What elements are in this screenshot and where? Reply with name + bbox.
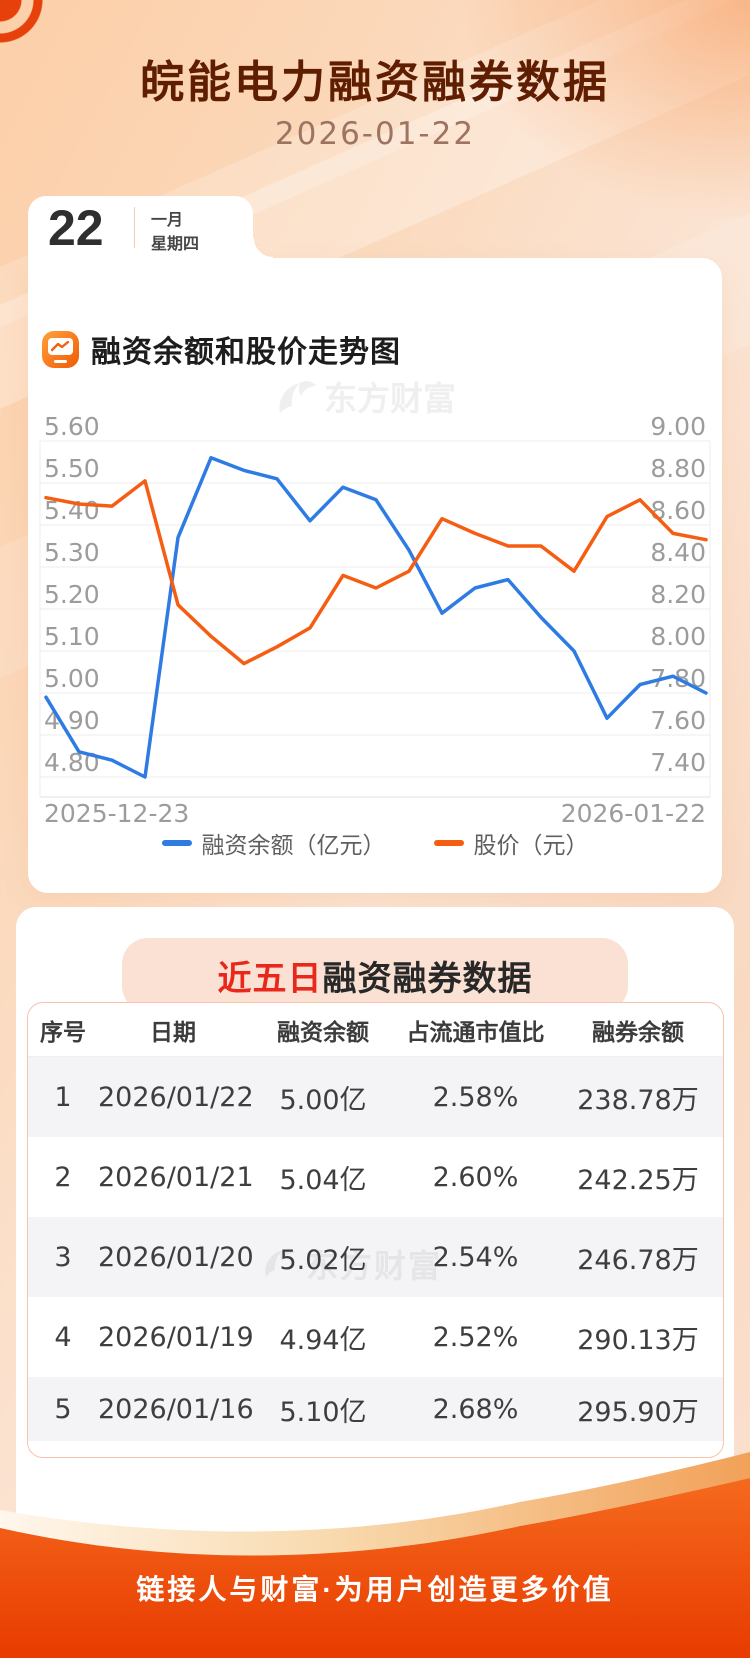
table-row: 2 2026/01/21 5.04亿 2.60% 242.25万 <box>54 1161 699 1196</box>
svg-text:5.10: 5.10 <box>44 622 100 651</box>
eastmoney-watermark: 东方财富 <box>260 1241 442 1287</box>
svg-text:7.40: 7.40 <box>650 748 706 777</box>
svg-text:9.00: 9.00 <box>650 412 706 441</box>
col-header-rzye: 融资余额 <box>277 1018 369 1045</box>
col-header-seq: 序号 <box>40 1018 86 1045</box>
svg-text:5.50: 5.50 <box>44 454 100 483</box>
calendar-corner-fillet <box>253 238 273 258</box>
svg-text:7.60: 7.60 <box>650 706 706 735</box>
legend-item-stock-price: 股价（元） <box>433 826 589 860</box>
top-right-glow <box>450 0 750 230</box>
eastmoney-logo-icon <box>265 1249 296 1278</box>
banner-rest: 融资融券数据 <box>322 959 533 998</box>
svg-text:8.00: 8.00 <box>650 622 706 651</box>
svg-text:5.00: 5.00 <box>44 664 100 693</box>
footer-slogan: 链接人与财富·为用户创造更多价值 <box>136 1574 614 1605</box>
table-section-banner: 近五日 融资融券数据 <box>122 938 628 1012</box>
page-title: 皖能电力融资融券数据 <box>140 58 610 107</box>
table-header-row: 序号 日期 融资余额 占流通市值比 融券余额 <box>28 1003 723 1057</box>
table-row: 4 2026/01/19 4.94亿 2.52% 290.13万 <box>54 1321 699 1356</box>
calendar-divider <box>134 207 135 248</box>
svg-text:5.20: 5.20 <box>44 580 100 609</box>
col-header-ratio: 占流通市值比 <box>406 1018 545 1045</box>
svg-text:5.30: 5.30 <box>44 538 100 567</box>
trend-chart: 5.60 9.00 5.50 8.80 5.40 8.60 5.30 8.40 5.20 8.20… <box>36 372 714 847</box>
table-card: 近五日 融资融券数据 序号 日期 融资余额 占流通市值比 融券余额 1 2026/… <box>16 907 734 1570</box>
legend-item-margin-balance: 融资余额（亿元） <box>161 826 386 860</box>
legend-label: 股价（元） <box>473 832 589 858</box>
trend-chart-icon <box>42 330 79 368</box>
calendar-day: 22 <box>48 200 104 256</box>
svg-text:8.20: 8.20 <box>650 580 706 609</box>
table-row: 1 2026/01/22 5.00亿 2.58% 238.78万 <box>28 1057 723 1137</box>
legend-swatch-orange <box>433 840 464 846</box>
calendar-card: 22 一月 星期四 <box>28 196 253 259</box>
legend-label: 融资余额（亿元） <box>201 832 386 858</box>
chart-section-title: 融资余额和股价走势图 <box>91 336 401 369</box>
table-row: 3 2026/01/20 5.02亿 2.54% 246.78万 <box>28 1217 723 1297</box>
legend-swatch-blue <box>161 840 192 846</box>
chart-header: 融资余额和股价走势图 <box>42 330 401 369</box>
svg-text:8.40: 8.40 <box>650 538 706 567</box>
table-row: 5 2026/01/16 5.10亿 2.68% 295.90万 <box>28 1377 723 1441</box>
svg-text:4.80: 4.80 <box>44 748 100 777</box>
corner-arcs-decoration <box>0 0 96 96</box>
banner-highlight: 近五日 <box>217 959 323 998</box>
svg-text:东方财富: 东方财富 <box>324 380 456 417</box>
col-header-date: 日期 <box>150 1018 196 1045</box>
svg-text:5.60: 5.60 <box>44 412 100 441</box>
svg-text:2026-01-22: 2026-01-22 <box>561 799 706 828</box>
chart-card: 融资余额和股价走势图 5.60 9.00 5.50 8.80 5.40 8.60 5.30 8… <box>28 258 722 893</box>
calendar-weekday: 星期四 <box>151 236 200 253</box>
chart-legend: 融资余额（亿元） 股价（元） <box>28 826 722 860</box>
margin-data-table: 序号 日期 融资余额 占流通市值比 融券余额 1 2026/01/22 5.00… <box>27 1002 724 1458</box>
footer-wave <box>0 1452 750 1658</box>
svg-text:8.80: 8.80 <box>650 454 706 483</box>
calendar-month: 一月 <box>151 212 184 229</box>
svg-text:2025-12-23: 2025-12-23 <box>44 799 189 828</box>
col-header-rqye: 融券余额 <box>592 1018 684 1045</box>
page-date: 2026-01-22 <box>274 116 476 152</box>
